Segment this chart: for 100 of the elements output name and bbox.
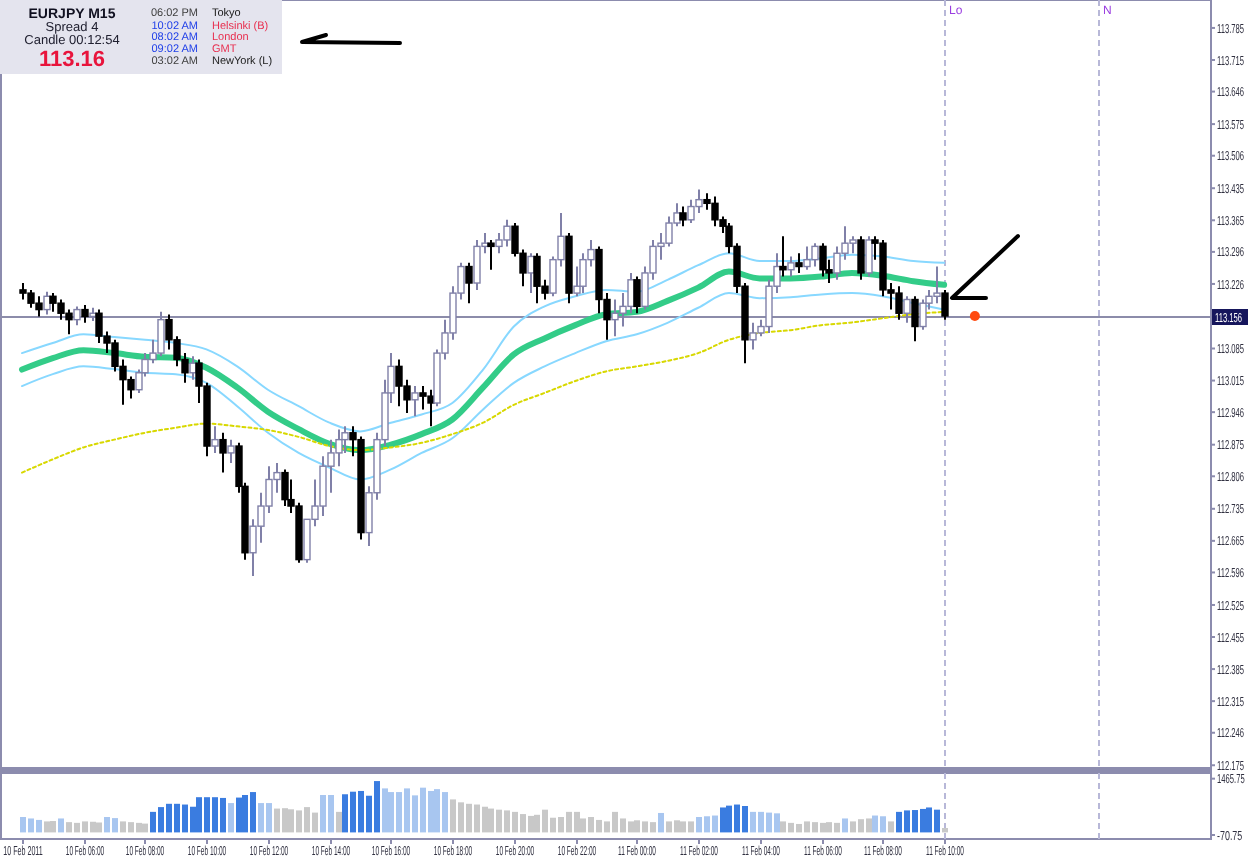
bar — [374, 781, 380, 833]
bar — [842, 818, 848, 833]
bar — [566, 811, 572, 833]
bar — [550, 817, 556, 833]
bar — [588, 817, 594, 833]
bar — [336, 811, 342, 833]
bar — [512, 811, 518, 833]
candlestick — [933, 265, 941, 305]
bar — [750, 811, 756, 833]
bar — [28, 818, 34, 833]
candlestick — [865, 235, 873, 278]
candlestick — [911, 295, 919, 343]
candlestick — [35, 295, 43, 318]
bar — [420, 787, 426, 833]
bar — [674, 820, 680, 833]
annotation: 113.16 — [38, 47, 106, 72]
bar — [158, 807, 164, 833]
bar — [250, 792, 256, 833]
candlestick — [941, 288, 949, 321]
bar — [450, 799, 456, 833]
bar — [212, 797, 218, 833]
candlestick — [487, 238, 495, 271]
bar — [166, 803, 172, 833]
bar — [174, 803, 180, 833]
bar — [666, 821, 672, 833]
bar — [888, 821, 894, 833]
bar — [920, 808, 926, 833]
candlestick — [895, 285, 903, 321]
bar — [474, 804, 480, 833]
bar — [912, 810, 918, 833]
bar — [282, 808, 288, 833]
bar — [680, 821, 686, 833]
bar — [926, 807, 932, 833]
bar — [482, 806, 488, 833]
line-series — [19, 268, 948, 454]
bar — [128, 822, 134, 833]
bar — [388, 792, 394, 833]
bar — [742, 806, 748, 833]
bar — [720, 807, 726, 833]
candlestick — [687, 198, 695, 225]
bar — [804, 821, 810, 833]
bar — [412, 795, 418, 833]
bar — [872, 815, 878, 833]
bar — [320, 795, 326, 833]
bar — [880, 816, 886, 833]
bar — [442, 792, 448, 833]
bar — [834, 822, 840, 833]
bar — [558, 817, 564, 833]
bar — [688, 821, 694, 833]
bar — [574, 811, 580, 833]
bar — [466, 803, 472, 833]
candlestick — [749, 321, 757, 351]
bar — [758, 811, 764, 833]
bar — [288, 809, 294, 833]
bar — [304, 807, 310, 833]
candlestick — [411, 385, 419, 418]
bar — [826, 822, 832, 833]
bar — [296, 810, 302, 833]
bar — [612, 811, 618, 833]
candlestick — [465, 261, 473, 305]
bar — [488, 808, 494, 833]
bar — [634, 820, 640, 833]
bar — [382, 788, 388, 833]
bar — [50, 821, 56, 833]
bar — [20, 817, 26, 833]
bar — [204, 797, 210, 833]
candlestick — [473, 238, 481, 291]
bar — [358, 790, 364, 833]
bar — [496, 809, 502, 833]
bar — [328, 795, 334, 833]
bar — [120, 821, 126, 833]
candlestick — [219, 431, 227, 474]
candlestick — [211, 425, 219, 454]
bar — [734, 804, 740, 833]
bar — [628, 821, 634, 833]
bar — [580, 818, 586, 833]
candlestick — [811, 242, 819, 268]
bar — [404, 788, 410, 833]
bar — [850, 821, 856, 833]
bar — [142, 823, 148, 833]
bar — [858, 819, 864, 833]
bar — [458, 802, 464, 833]
bar — [534, 814, 540, 833]
bar — [150, 811, 156, 833]
bar — [520, 814, 526, 833]
bar — [220, 797, 226, 833]
bar — [236, 797, 242, 833]
bar — [896, 811, 902, 833]
bar — [504, 810, 510, 833]
candlestick — [227, 438, 235, 464]
candlestick — [395, 358, 403, 408]
bar — [274, 808, 280, 833]
bar — [866, 818, 872, 833]
bar — [766, 812, 772, 833]
bar — [58, 818, 64, 833]
bar — [788, 822, 794, 833]
bar — [242, 795, 248, 833]
candlestick — [95, 308, 103, 345]
bar — [820, 822, 826, 833]
bar — [596, 819, 602, 833]
